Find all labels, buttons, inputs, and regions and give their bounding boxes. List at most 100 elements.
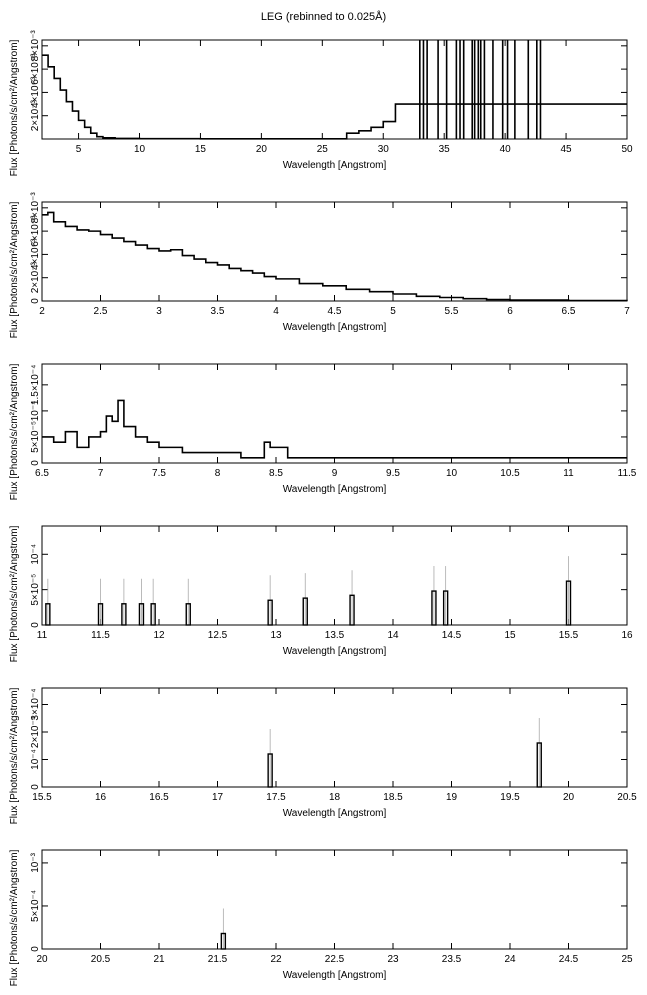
x-tick-label: 23 [387,954,399,965]
x-tick-label: 10.5 [500,468,520,479]
x-tick-label: 6.5 [35,468,49,479]
y-tick-label: 2×10⁻³ [30,261,41,293]
chart-svg-6: 20 20.5 21 21.5 22 22.5 23 23.5 24 24.5 25 0 5×10⁻⁴ 1… [9,849,633,986]
x-tick-label: 45 [561,144,573,155]
x-tick-label: 23.5 [442,954,462,965]
x-tick-label: 16 [95,792,107,803]
y-tick-label: 6×10⁻³ [30,215,41,247]
y-tick-label: 1.5×10⁻⁴ [30,365,41,405]
x-axis-title: Wavelength [Angstrom] [283,484,387,495]
x-tick-label: 4.5 [328,306,342,317]
x-tick-label: 18 [329,792,341,803]
y-tick-label: 10⁻⁴ [30,749,41,770]
y-axis-title: Flux [Photons/s/cm²/Angstrom] [9,363,20,500]
x-tick-label: 16.5 [149,792,169,803]
x-axis-title: Wavelength [Angstrom] [283,322,387,333]
x-tick-label: 6 [507,306,513,317]
x-tick-label: 24.5 [559,954,579,965]
data-bin [97,603,104,626]
x-tick-label: 40 [500,144,512,155]
x-tick-label: 17.5 [266,792,286,803]
chart-svg-5: 15.5 16 16.5 17 17.5 18 18.5 19 19.5 20 20.5 0 10⁻⁴2… [9,687,637,824]
x-tick-label: 11 [563,468,574,479]
x-tick-label: 14 [387,630,399,641]
x-tick-label: 6.5 [562,306,576,317]
y-tick-label: 5×10⁻⁵ [30,421,41,453]
x-tick-label: 15.5 [559,630,579,641]
plot-frame [41,849,628,950]
x-tick-label: 30 [378,144,390,155]
y-axis-title: Flux [Photons/s/cm²/Angstrom] [9,201,20,338]
x-tick-label: 25 [317,144,329,155]
data-bin [138,603,145,626]
data-bin [442,590,449,626]
y-axis-title: Flux [Photons/s/cm²/Angstrom] [9,849,20,986]
x-tick-label: 9.5 [386,468,400,479]
chart-panel-3: 6.5 7 7.5 8 8.5 9 9.5 10 10.5 11 11.5 0 5×10⁻⁵ 10⁻⁴ 1.… [0,362,647,500]
x-tick-label: 25 [621,954,633,965]
y-tick-label: 5×10⁻⁴ [30,890,41,922]
x-tick-label: 2 [39,306,45,317]
y-tick-label: 3×10⁻⁴ [30,688,41,720]
y-tick-label: 2×10⁻³ [30,99,41,131]
x-tick-label: 8.5 [269,468,283,479]
chart-svg-2: 2 2.5 3 3.5 4 4.5 5 5.5 6 6.5 7 0 2×10⁻³4×10⁻³6×10⁻³… [9,192,630,339]
y-tick-label: 8×10⁻³ [30,30,41,62]
x-tick-label: 18.5 [383,792,403,803]
y-tick-label: 5×10⁻⁵ [30,574,41,606]
x-tick-label: 20 [563,792,575,803]
y-tick-label: 0 [30,622,41,628]
x-tick-label: 7 [98,468,104,479]
chart-panel-2: 2 2.5 3 3.5 4 4.5 5 5.5 6 6.5 7 0 2×10⁻³ 4×10⁻³ 6×10⁻³… [0,192,647,339]
data-bin [121,603,127,626]
data-bin [150,603,156,626]
x-tick-label: 24 [504,954,516,965]
y-tick-label: 6×10⁻³ [30,53,41,85]
y-tick-label: 0 [30,460,41,466]
x-tick-label: 13.5 [325,630,345,641]
y-tick-label: 4×10⁻³ [30,238,41,270]
y-tick-label: 0 [30,784,41,790]
x-tick-label: 7 [624,306,630,317]
x-tick-label: 16 [621,630,633,641]
x-tick-label: 19 [446,792,458,803]
data-bin [220,932,227,950]
x-tick-label: 17 [212,792,224,803]
x-tick-label: 15 [195,144,207,155]
x-axis-title: Wavelength [Angstrom] [283,970,387,981]
data-series [42,54,627,140]
x-tick-label: 15.5 [32,792,52,803]
data-series [42,399,627,459]
x-tick-label: 50 [621,144,633,155]
x-tick-label: 12 [153,630,165,641]
x-tick-label: 12.5 [208,630,228,641]
y-axis-title: Flux [Photons/s/cm²/Angstrom] [9,525,20,662]
plot-frame [41,525,628,626]
chart-svg-4: 11 11.5 12 12.5 13 13.5 14 14.5 15 15.5 16 0 5×10⁻⁵ 1… [9,525,633,662]
x-tick-label: 8 [215,468,221,479]
y-axis-title: Flux [Photons/s/cm²/Angstrom] [9,687,20,824]
x-tick-label: 13 [270,630,282,641]
x-axis-title: Wavelength [Angstrom] [283,808,387,819]
x-tick-label: 5 [76,144,82,155]
data-bin [349,594,355,626]
data-bin [431,590,437,626]
data-bin [302,597,308,626]
chart-svg-3: 6.5 7 7.5 8 8.5 9 9.5 10 10.5 11 11.5 0 5×10⁻⁵10⁻⁴1.… [9,363,637,500]
x-tick-label: 4 [273,306,279,317]
x-tick-label: 3 [156,306,162,317]
data-bin [267,599,273,626]
x-tick-label: 21 [153,954,165,965]
x-tick-label: 10 [134,144,146,155]
y-tick-label: 10⁻⁴ [30,544,41,565]
x-axis-title: Wavelength [Angstrom] [283,160,387,171]
chart-panel-6: 20 20.5 21 21.5 22 22.5 23 23.5 24 24.5 25 0 5×10⁻⁴ 1… [0,848,647,986]
x-tick-label: 19.5 [500,792,520,803]
y-tick-label: 10⁻⁴ [30,401,41,422]
chart-panel-1: 5 10 15 20 25 30 35 40 45 50 2×10⁻³ 4×10⁻³ 6×10⁻³ 8×1… [0,30,647,177]
data-bin [267,753,273,788]
x-tick-label: 2.5 [94,306,108,317]
y-axis-title: Flux [Photons/s/cm²/Angstrom] [9,39,20,176]
plot-frame [41,39,628,140]
y-tick-label: 8×10⁻³ [30,192,41,224]
